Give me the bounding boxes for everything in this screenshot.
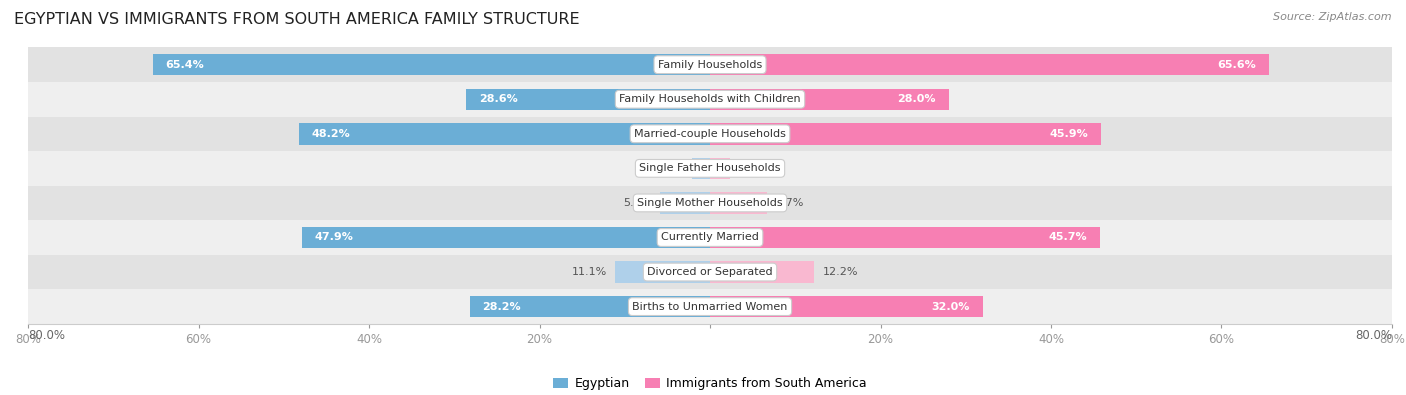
Bar (153, 54, 710, 75)
Text: Source: ZipAtlas.com: Source: ZipAtlas.com (1274, 12, 1392, 22)
Text: 32.0%: 32.0% (932, 302, 970, 312)
Text: 45.7%: 45.7% (1047, 233, 1087, 243)
Text: 48.2%: 48.2% (312, 129, 350, 139)
Legend: Egyptian, Immigrants from South America: Egyptian, Immigrants from South America (548, 372, 872, 395)
Bar (692, 158, 710, 179)
Bar (299, 123, 710, 145)
Bar (710, 227, 1099, 248)
Text: 65.4%: 65.4% (166, 60, 204, 70)
Bar (710, 158, 730, 179)
Text: 28.2%: 28.2% (482, 302, 522, 312)
Text: Single Mother Households: Single Mother Households (637, 198, 783, 208)
Bar (28, 117, 1392, 151)
Bar (710, 261, 814, 283)
Text: Married-couple Households: Married-couple Households (634, 129, 786, 139)
Text: 28.6%: 28.6% (479, 94, 517, 104)
Text: Single Father Households: Single Father Households (640, 164, 780, 173)
Text: 28.0%: 28.0% (897, 94, 936, 104)
Bar (28, 289, 1392, 324)
Bar (710, 123, 1101, 145)
Bar (710, 296, 983, 317)
Bar (470, 296, 710, 317)
Bar (302, 227, 710, 248)
Bar (659, 192, 710, 214)
Text: 2.3%: 2.3% (738, 164, 766, 173)
Text: Births to Unmarried Women: Births to Unmarried Women (633, 302, 787, 312)
Text: 11.1%: 11.1% (572, 267, 607, 277)
Text: 5.9%: 5.9% (623, 198, 651, 208)
Bar (467, 88, 710, 110)
Text: 80.0%: 80.0% (28, 329, 65, 342)
Bar (710, 88, 949, 110)
Bar (28, 186, 1392, 220)
Text: 12.2%: 12.2% (823, 267, 858, 277)
Text: 6.7%: 6.7% (776, 198, 804, 208)
Text: 80.0%: 80.0% (1355, 329, 1392, 342)
Bar (710, 54, 1270, 75)
Bar (28, 151, 1392, 186)
Text: 45.9%: 45.9% (1050, 129, 1088, 139)
Text: Divorced or Separated: Divorced or Separated (647, 267, 773, 277)
Bar (28, 220, 1392, 255)
Text: 2.1%: 2.1% (655, 164, 683, 173)
Text: Currently Married: Currently Married (661, 233, 759, 243)
Bar (28, 82, 1392, 117)
Text: 47.9%: 47.9% (315, 233, 353, 243)
Bar (28, 255, 1392, 289)
Text: EGYPTIAN VS IMMIGRANTS FROM SOUTH AMERICA FAMILY STRUCTURE: EGYPTIAN VS IMMIGRANTS FROM SOUTH AMERIC… (14, 12, 579, 27)
Bar (710, 192, 768, 214)
Bar (616, 261, 710, 283)
Text: 65.6%: 65.6% (1218, 60, 1257, 70)
Text: Family Households: Family Households (658, 60, 762, 70)
Bar (28, 47, 1392, 82)
Text: Family Households with Children: Family Households with Children (619, 94, 801, 104)
